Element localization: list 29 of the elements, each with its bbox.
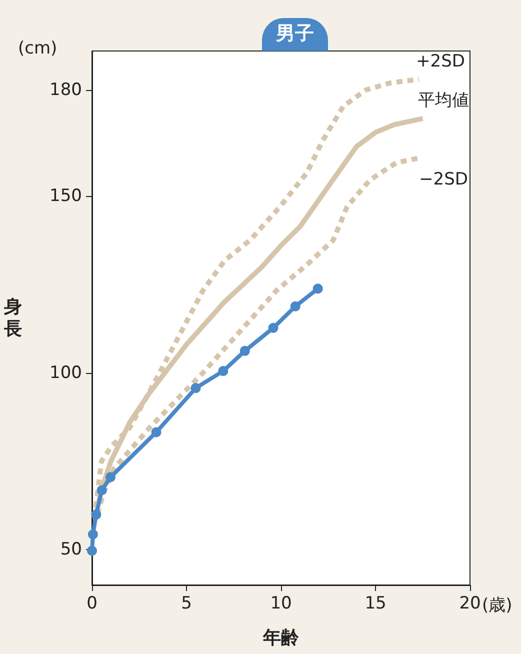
point: [190, 383, 201, 394]
point: [218, 366, 228, 376]
point: [290, 301, 300, 312]
point: [268, 322, 278, 333]
point: [91, 510, 102, 520]
series-label: +2SD: [416, 51, 465, 72]
text: (cm): [18, 38, 58, 58]
x-tick-label: 20: [459, 594, 481, 614]
point: [240, 346, 250, 356]
text: (歳): [482, 596, 512, 616]
x-tick-label: 0: [86, 594, 98, 614]
y-tick-label: 50: [60, 540, 82, 560]
x-tick-label: 10: [270, 594, 292, 614]
point: [312, 284, 323, 294]
x-axis-title: 年齢: [262, 628, 300, 648]
chart-title: 男子: [275, 22, 314, 44]
point: [88, 529, 98, 540]
x-tick-label: 15: [364, 594, 386, 614]
series-label: 平均値: [418, 90, 469, 111]
x-tick-label: 5: [181, 594, 192, 614]
point: [106, 472, 116, 482]
y-tick-label: 100: [50, 362, 82, 383]
point: [96, 485, 107, 496]
y-tick-label: 150: [50, 186, 82, 206]
point: [151, 427, 162, 438]
series-label: −2SD: [419, 169, 468, 190]
y-axis-title: 身長: [3, 296, 22, 340]
y-tick-label: 180: [50, 80, 82, 100]
point: [87, 546, 97, 556]
